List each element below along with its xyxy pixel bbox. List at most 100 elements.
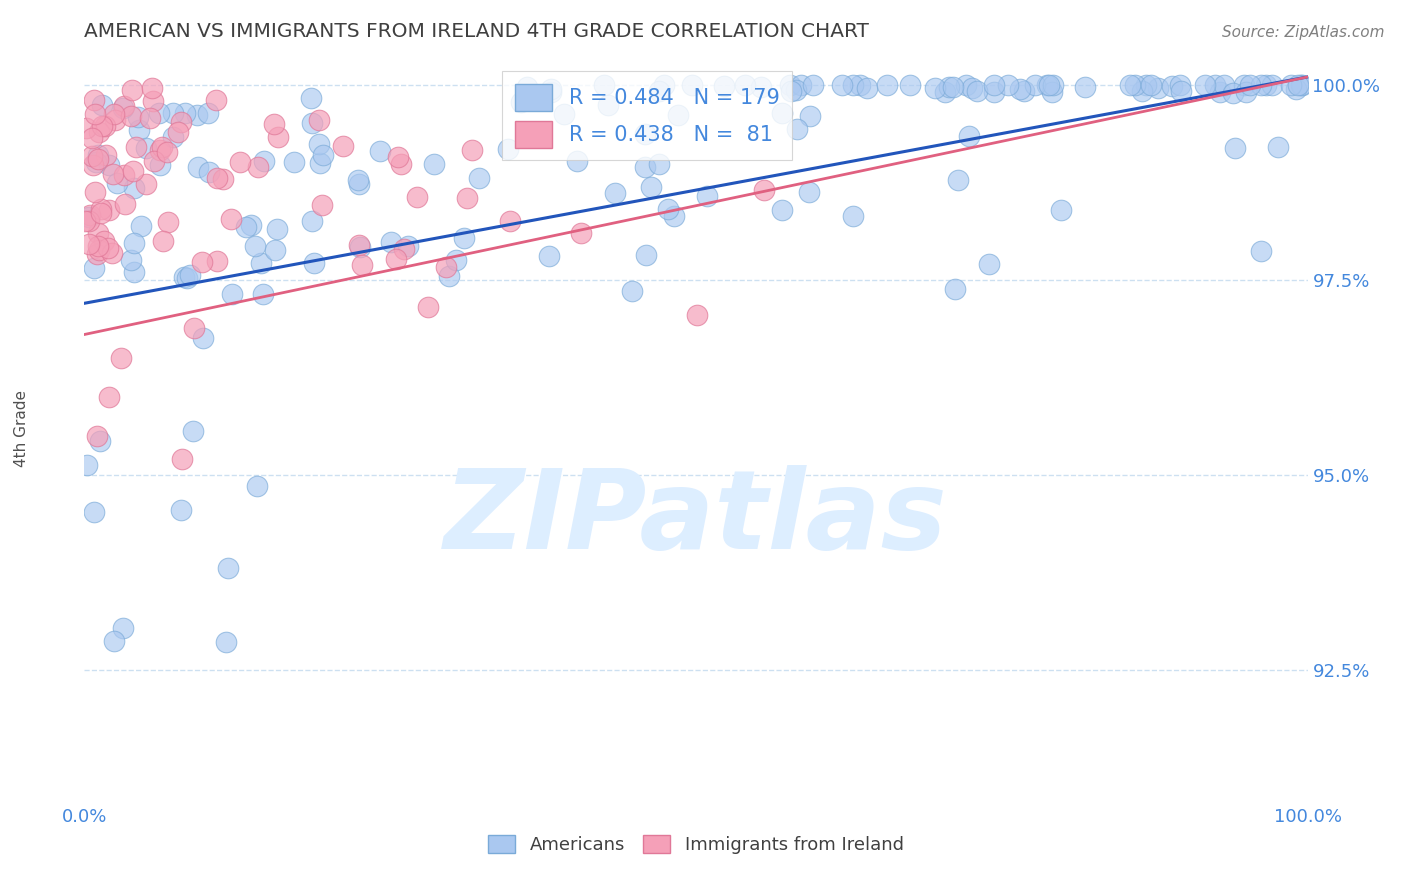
Point: [799, 185, 821, 199]
Point: [229, 155, 252, 169]
Point: [770, 105, 793, 120]
Point: [205, 254, 228, 268]
Point: [266, 222, 288, 236]
Point: [86, 429, 108, 443]
Point: [498, 142, 520, 156]
Point: [235, 219, 257, 234]
Point: [309, 156, 332, 170]
Point: [1168, 78, 1191, 92]
Point: [941, 80, 963, 95]
Point: [91, 98, 114, 112]
Point: [246, 160, 269, 174]
Point: [983, 86, 1005, 100]
Point: [1223, 141, 1246, 155]
Point: [112, 168, 135, 182]
Point: [170, 114, 193, 128]
Point: [1250, 244, 1272, 258]
Point: [499, 213, 522, 227]
Point: [308, 112, 330, 127]
Point: [263, 243, 285, 257]
Point: [1049, 202, 1071, 217]
Point: [77, 210, 100, 224]
Point: [212, 172, 235, 186]
Point: [121, 83, 143, 97]
Point: [1014, 84, 1036, 98]
Point: [162, 130, 184, 145]
Point: [215, 635, 238, 649]
Point: [790, 78, 813, 92]
Point: [197, 106, 219, 120]
Point: [786, 122, 808, 136]
Point: [770, 202, 793, 217]
Point: [540, 82, 562, 96]
Point: [104, 113, 127, 128]
Point: [943, 282, 966, 296]
Point: [82, 158, 104, 172]
Point: [652, 78, 675, 92]
Point: [1140, 78, 1163, 92]
Point: [75, 214, 97, 228]
Point: [657, 202, 679, 217]
Point: [152, 234, 174, 248]
Point: [93, 234, 115, 248]
Point: [97, 390, 120, 404]
Point: [243, 239, 266, 253]
Point: [1267, 139, 1289, 153]
Point: [83, 107, 105, 121]
Point: [87, 238, 110, 252]
Point: [120, 253, 142, 268]
Point: [103, 633, 125, 648]
Point: [1119, 78, 1142, 92]
Point: [83, 93, 105, 107]
Point: [191, 254, 214, 268]
Point: [263, 117, 285, 131]
Point: [186, 108, 208, 122]
Point: [785, 83, 807, 97]
Point: [406, 190, 429, 204]
Point: [155, 145, 177, 159]
Point: [176, 271, 198, 285]
Point: [312, 148, 335, 162]
Point: [468, 171, 491, 186]
Point: [621, 284, 644, 298]
Point: [250, 255, 273, 269]
Point: [1291, 78, 1313, 92]
Point: [380, 235, 402, 249]
Point: [301, 91, 323, 105]
Point: [90, 202, 112, 217]
Point: [87, 227, 110, 241]
Point: [94, 148, 117, 162]
Point: [149, 144, 172, 158]
Point: [103, 106, 125, 120]
Point: [84, 154, 107, 169]
Point: [596, 97, 619, 112]
Point: [640, 180, 662, 194]
Point: [122, 236, 145, 251]
Point: [308, 136, 330, 151]
Point: [301, 116, 323, 130]
Point: [605, 186, 627, 201]
Point: [349, 240, 371, 254]
Point: [396, 239, 419, 253]
Point: [239, 218, 262, 232]
Point: [301, 214, 323, 228]
Point: [246, 478, 269, 492]
Point: [1222, 87, 1244, 101]
Point: [267, 129, 290, 144]
Point: [387, 150, 409, 164]
Point: [252, 287, 274, 301]
Point: [593, 78, 616, 92]
Point: [1040, 85, 1063, 99]
Point: [418, 301, 440, 315]
Point: [734, 78, 756, 92]
Point: [924, 81, 946, 95]
Point: [135, 141, 157, 155]
Point: [128, 122, 150, 136]
Point: [668, 108, 690, 122]
Point: [1261, 78, 1284, 92]
Point: [685, 308, 707, 322]
Text: Source: ZipAtlas.com: Source: ZipAtlas.com: [1222, 25, 1385, 40]
Point: [87, 125, 110, 139]
Point: [394, 242, 416, 256]
Point: [100, 245, 122, 260]
